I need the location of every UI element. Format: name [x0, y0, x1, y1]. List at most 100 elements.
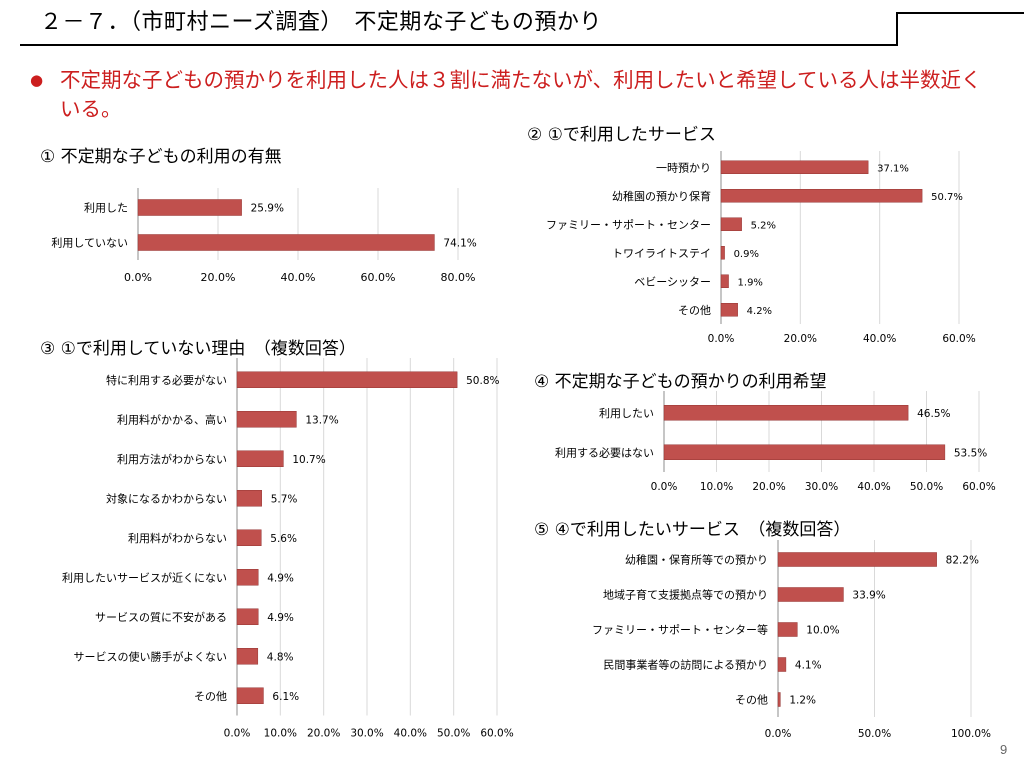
page-number: 9	[1000, 742, 1008, 757]
category-label: 利用する必要はない	[555, 446, 654, 459]
x-tick-label: 20.0%	[307, 728, 340, 740]
category-label: サービスの使い勝手がよくない	[74, 649, 227, 663]
bar	[777, 622, 798, 637]
value-label: 1.9%	[738, 277, 763, 288]
bar	[236, 450, 284, 467]
corner-decoration	[896, 12, 1024, 46]
value-label: 33.9%	[852, 590, 885, 602]
value-label: 4.1%	[795, 660, 822, 672]
x-tick-label: 0.0%	[708, 333, 735, 345]
category-label: 利用料がわからない	[128, 531, 227, 545]
category-label: 対象になるかわからない	[106, 491, 227, 505]
value-label: 0.9%	[734, 249, 759, 260]
x-tick-label: 60.0%	[942, 333, 975, 345]
x-tick-label: 10.0%	[700, 481, 733, 493]
lead-text: 不定期な子どもの預かりを利用した人は３割に満たないが、利用したいと希望している人…	[60, 68, 982, 121]
chart-3: 0.0% 10.0% 20.0% 30.0% 40.0% 50.0% 60.0% 特に利用する…	[62, 358, 514, 740]
chart-2-heading: ② ①で利用したサービス	[527, 125, 716, 145]
bar	[720, 246, 725, 260]
value-label: 82.2%	[946, 555, 979, 567]
x-tick-label: 50.0%	[858, 728, 891, 740]
category-label: ベビーシッター	[634, 275, 711, 288]
value-label: 4.9%	[267, 572, 294, 584]
value-label: 10.7%	[292, 454, 325, 466]
value-label: 5.7%	[271, 493, 298, 505]
bar	[663, 444, 946, 460]
value-label: 74.1%	[443, 238, 476, 250]
chart-4: 0.0% 10.0% 20.0% 30.0% 40.0% 50.0% 60.0% 利用したい 4…	[555, 391, 996, 493]
category-label: 利用方法がわからない	[117, 452, 227, 466]
x-tick-label: 20.0%	[201, 271, 236, 284]
chart-3-heading: ③ ①で利用していない理由 （複数回答）	[40, 339, 356, 359]
bar	[236, 490, 262, 507]
bar	[777, 692, 781, 707]
bar	[720, 217, 742, 231]
bar	[720, 274, 729, 288]
x-tick-label: 0.0%	[651, 481, 678, 493]
bar	[137, 199, 242, 216]
value-label: 4.2%	[747, 306, 772, 317]
category-label: 利用料がかかる、高い	[117, 412, 227, 426]
value-label: 1.2%	[789, 695, 816, 707]
category-label: その他	[735, 694, 768, 707]
x-tick-label: 60.0%	[480, 728, 513, 740]
x-tick-label: 40.0%	[394, 728, 427, 740]
x-tick-label: 60.0%	[361, 271, 396, 284]
bar	[236, 371, 458, 388]
bar	[720, 303, 738, 317]
value-label: 5.2%	[751, 220, 776, 231]
category-label: 利用したい	[599, 407, 654, 420]
x-tick-label: 40.0%	[863, 333, 896, 345]
bar	[137, 234, 435, 251]
x-tick-label: 20.0%	[752, 481, 785, 493]
category-label: サービスの質に不安がある	[95, 610, 227, 624]
x-tick-label: 10.0%	[264, 728, 297, 740]
value-label: 4.8%	[267, 651, 294, 663]
x-tick-label: 20.0%	[784, 333, 817, 345]
category-label: その他	[194, 690, 227, 703]
category-label: 一時預かり	[656, 161, 711, 174]
slide-title: ２－７．（市町村ニーズ調査） 不定期な子どもの預かり	[40, 10, 602, 35]
x-tick-label: 0.0%	[124, 271, 152, 284]
bar	[777, 587, 844, 602]
bar	[236, 687, 264, 704]
x-tick-label: 40.0%	[857, 481, 890, 493]
value-label: 25.9%	[251, 203, 284, 215]
bar	[777, 552, 937, 567]
category-label: 特に利用する必要がない	[106, 373, 227, 387]
bar	[777, 657, 787, 672]
value-label: 50.8%	[466, 375, 499, 387]
title-underline	[20, 44, 896, 46]
x-tick-label: 50.0%	[437, 728, 470, 740]
chart-5: 0.0% 50.0% 100.0% 幼稚園・保育所等での預かり 82.2% 地域子育て支援…	[592, 540, 991, 740]
value-label: 46.5%	[917, 408, 950, 420]
category-label: トワイライトステイ	[612, 247, 711, 260]
value-label: 50.7%	[931, 192, 963, 203]
value-label: 5.6%	[270, 533, 297, 545]
chart-5-heading: ⑤ ④で利用したいサービス （複数回答）	[534, 520, 851, 540]
category-label: 利用した	[84, 202, 128, 215]
value-label: 10.0%	[806, 625, 839, 637]
x-tick-label: 80.0%	[441, 271, 476, 284]
value-label: 53.5%	[954, 447, 987, 459]
bar	[236, 411, 297, 428]
bar	[663, 405, 909, 421]
category-label: その他	[678, 304, 711, 317]
category-label: ファミリー・サポート・センター等	[592, 623, 768, 637]
chart-1-heading: ① 不定期な子どもの利用の有無	[40, 147, 282, 167]
value-label: 13.7%	[305, 414, 338, 426]
x-tick-label: 30.0%	[805, 481, 838, 493]
category-label: 幼稚園の預かり保育	[612, 189, 711, 203]
bar	[236, 608, 259, 625]
value-label: 4.9%	[267, 612, 294, 624]
chart-1: 0.0% 20.0% 40.0% 60.0% 80.0% 利用した 25.9% 利用していない…	[51, 188, 477, 284]
value-label: 37.1%	[877, 163, 909, 174]
x-tick-label: 100.0%	[951, 728, 991, 740]
bullet-icon: ●	[30, 71, 44, 89]
category-label: 利用したいサービスが近くにない	[62, 570, 227, 584]
bar	[236, 529, 262, 546]
x-tick-label: 30.0%	[350, 728, 383, 740]
bar	[236, 569, 259, 586]
lead-statement: ● 不定期な子どもの預かりを利用した人は３割に満たないが、利用したいと希望してい…	[30, 66, 995, 124]
bar	[720, 160, 869, 174]
